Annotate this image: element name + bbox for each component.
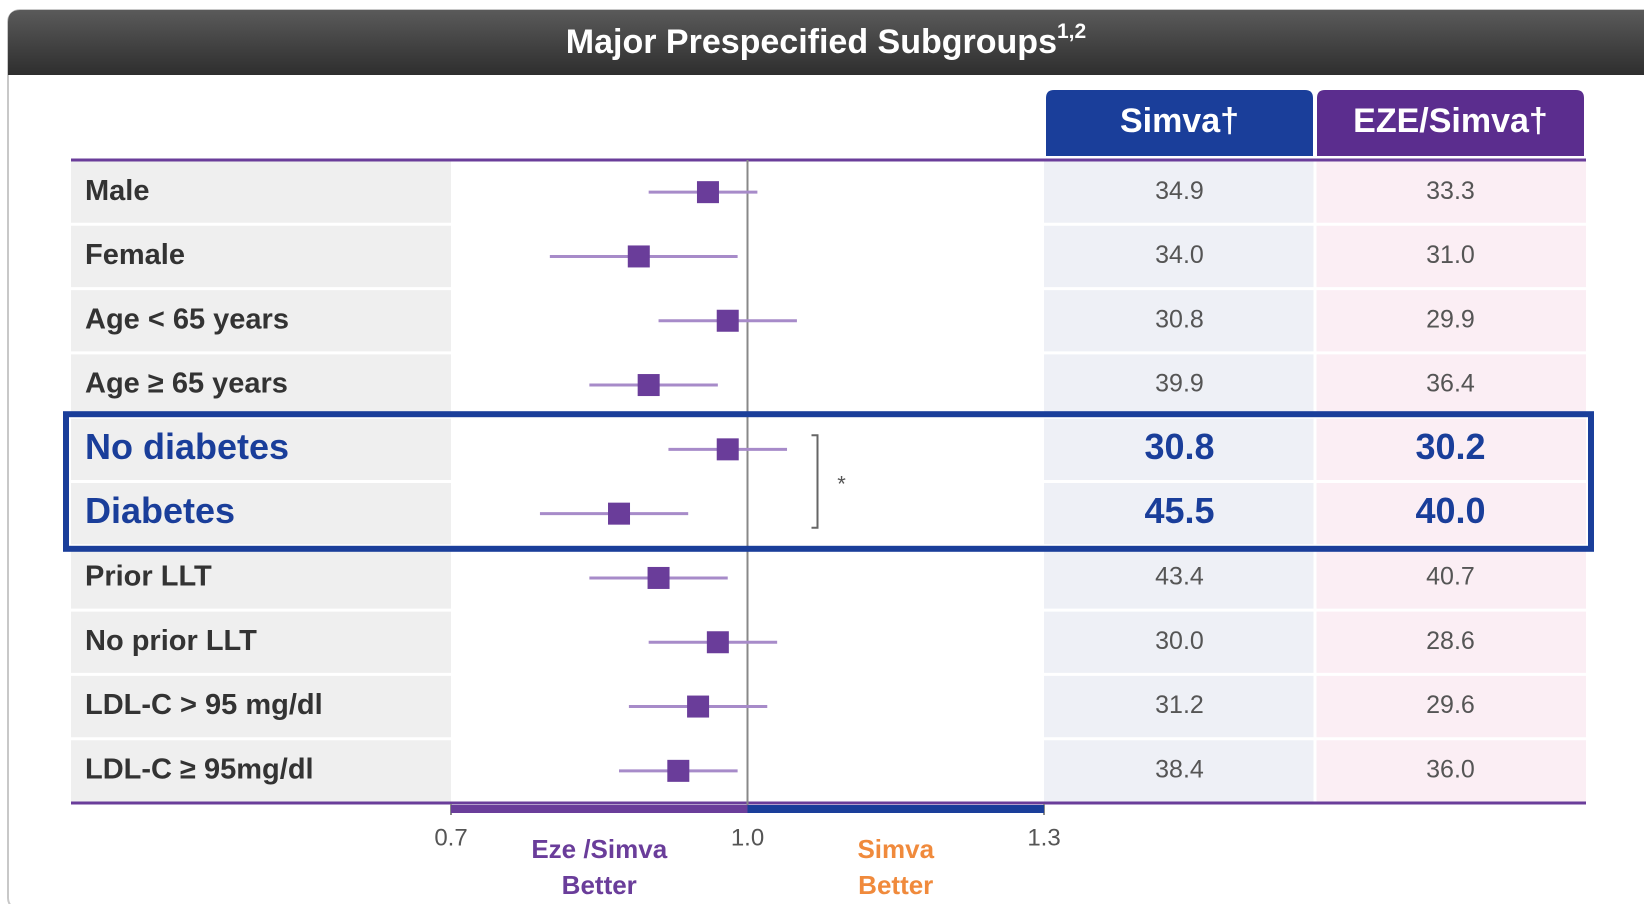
plot: Simva† EZE/Simva† 0.7 1.0 1.3 Eze /Simva Bette… — [63, 90, 1594, 900]
cell-value: 34.0 — [1155, 241, 1204, 269]
cell-value: 31.2 — [1155, 691, 1204, 719]
column-header: EZE/Simva† — [1353, 102, 1548, 140]
cell-value: 39.9 — [1155, 370, 1204, 398]
cell-value: 40.7 — [1426, 563, 1475, 591]
cell-value: 29.9 — [1426, 305, 1475, 333]
bracket — [811, 434, 819, 529]
x-tick-label: 0.7 — [434, 824, 467, 851]
row-label: LDL-C > 95 mg/dl — [85, 689, 323, 721]
point-estimate — [716, 309, 739, 332]
row-label: Female — [85, 239, 185, 271]
row-label: No prior LLT — [85, 625, 257, 657]
highlight-box — [63, 411, 1594, 552]
cell-value: 30.8 — [1144, 426, 1214, 467]
x-tick-label: 1.0 — [731, 824, 764, 851]
point-estimate — [706, 631, 729, 654]
left-better-label: Better — [562, 870, 637, 900]
right-better-label: Better — [858, 870, 933, 900]
left-better-label: Eze /Simva — [531, 834, 667, 864]
cell-value: 36.4 — [1426, 370, 1475, 398]
point-estimate — [637, 374, 660, 397]
column-header-bg — [1317, 90, 1584, 156]
point-estimate — [667, 759, 690, 782]
cell-value: 29.6 — [1426, 691, 1475, 719]
row-label: Age ≥ 65 years — [85, 368, 288, 400]
right-better-label: Simva — [857, 834, 934, 864]
point-estimate — [647, 566, 670, 589]
x-tick-label: 1.3 — [1027, 824, 1060, 851]
point-estimate — [627, 245, 650, 268]
cell-value: 43.4 — [1155, 563, 1204, 591]
cell-value: 40.0 — [1415, 490, 1485, 531]
point-estimate — [696, 181, 719, 204]
point-estimate — [716, 438, 739, 461]
annotation: * — [837, 471, 846, 496]
cell-value: 34.9 — [1155, 177, 1204, 205]
cell-value: 30.2 — [1415, 426, 1485, 467]
chart-title-group: Major Prespecified Subgroups1,2 — [566, 20, 1086, 61]
cell-value: 36.0 — [1426, 755, 1475, 783]
cell-value: 30.8 — [1155, 305, 1204, 333]
axis-left-bar — [451, 805, 748, 813]
row-label: Age < 65 years — [85, 303, 289, 335]
point-estimate — [608, 502, 631, 525]
cell-value: 28.6 — [1426, 627, 1475, 655]
row-label: Prior LLT — [85, 561, 212, 593]
column-header: Simva† — [1120, 102, 1239, 140]
row-label: Diabetes — [85, 490, 235, 531]
row-label: LDL-C ≥ 95mg/dl — [85, 754, 314, 786]
point-estimate — [687, 695, 710, 718]
cell-value: 38.4 — [1155, 755, 1204, 783]
cell-value: 45.5 — [1144, 490, 1214, 531]
cell-value: 31.0 — [1426, 241, 1475, 269]
title-bar — [8, 10, 1644, 75]
chart-title: Major Prespecified Subgroups — [566, 23, 1057, 61]
axis-right-bar — [747, 805, 1044, 813]
row-label: Male — [85, 175, 149, 207]
column-header-bg — [1046, 90, 1313, 156]
cell-value: 33.3 — [1426, 177, 1475, 205]
title-superscript: 1,2 — [1057, 20, 1086, 43]
row-label: No diabetes — [85, 426, 289, 467]
cell-value: 30.0 — [1155, 627, 1204, 655]
